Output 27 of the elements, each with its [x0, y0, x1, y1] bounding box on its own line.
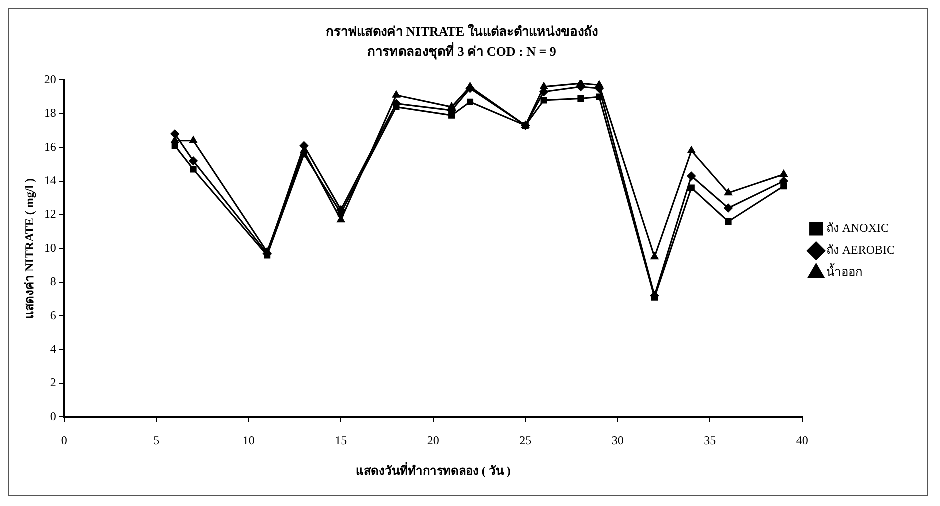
x-tick-label: 10 — [242, 434, 255, 448]
x-tick-label: 35 — [704, 434, 716, 448]
y-tick-label: 0 — [50, 409, 56, 424]
x-tick-label: 25 — [520, 434, 532, 448]
y-tick-label: 8 — [50, 274, 56, 289]
y-tick-label: 20 — [44, 72, 56, 86]
x-tick-label: 30 — [612, 434, 624, 448]
legend-label: ถัง ANOXIC — [826, 221, 889, 236]
x-axis-title: แสดงวันที่ทำการทดลอง ( วัน ) — [356, 462, 511, 478]
x-tick-label: 5 — [154, 434, 160, 448]
y-axis-title: แสดงค่า NITRATE ( mg/l ) — [22, 178, 36, 319]
legend-label: น้ำออก — [826, 263, 862, 280]
y-tick-label: 6 — [50, 308, 56, 322]
y-tick-label: 12 — [44, 207, 56, 222]
x-tick-label: 20 — [427, 434, 440, 448]
x-tick-label: 15 — [335, 434, 348, 448]
legend-label: ถัง AEROBIC — [826, 243, 895, 258]
y-tick-label: 2 — [50, 376, 56, 390]
x-tick-label: 40 — [796, 434, 808, 448]
y-tick-label: 10 — [44, 240, 56, 255]
y-tick-label: 4 — [50, 342, 56, 356]
y-tick-label: 18 — [44, 106, 56, 120]
y-tick-label: 14 — [44, 173, 56, 188]
x-tick-label: 0 — [61, 434, 68, 448]
y-tick-label: 16 — [44, 140, 56, 154]
chart-title: กราฟแสดงค่า NITRATE ในแต่ละตำแหน่งของถัง — [326, 23, 598, 40]
chart-subtitle: การทดลองชุดที่ 3 ค่า COD : N = 9 — [368, 42, 557, 60]
